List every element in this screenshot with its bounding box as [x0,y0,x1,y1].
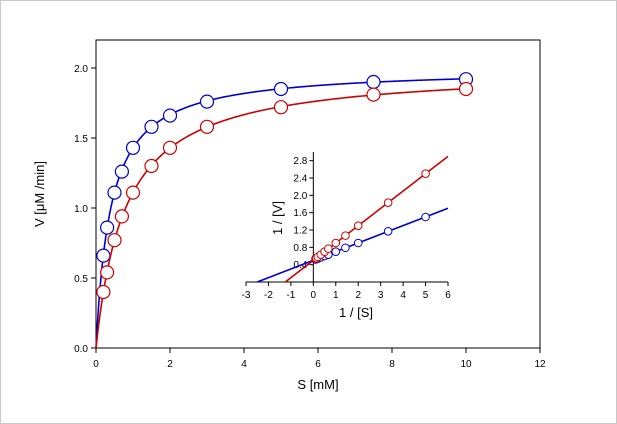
x-tick-label: 2 [167,359,173,370]
inset-series-fit-line [256,207,449,283]
main-x-axis-label: S [mM] [297,377,338,392]
data-point [144,158,159,174]
data-point [125,185,141,200]
main-y-axis-label: V [μM /min] [32,161,47,227]
data-point [273,81,289,97]
inset-x-tick-label: 5 [423,290,429,301]
data-point [199,94,215,109]
data-point [96,248,111,263]
x-tick-label: 0 [93,359,99,370]
inset-data-point [421,169,430,178]
data-point [144,119,159,134]
inset-data-point [341,243,350,253]
inset-y-tick-label: 0.8 [293,243,307,254]
inset-x-tick-label: -3 [242,290,251,301]
data-point [199,119,215,134]
x-tick-label: 8 [389,359,395,370]
inset-data-point [383,198,393,207]
data-point [125,140,141,155]
data-point [114,164,130,179]
x-tick-label: 6 [315,359,321,370]
inset-x-tick-label: 4 [400,290,406,301]
inset-y-tick-label: 1.6 [293,208,307,219]
inset-x-tick-label: 2 [355,290,361,301]
inset-y-tick-label: 2.4 [293,174,307,185]
inset-x-tick-label: -2 [264,290,273,301]
main-series-group [95,72,474,349]
main-axis-ticks: 0 2 4 6 8 10 120.00.51.01.52.0 [74,64,546,370]
data-point [366,74,381,90]
x-tick-label: 10 [460,359,472,370]
inset-y-tick-label: 2.0 [293,191,307,202]
inset-y-tick-label: 2.8 [293,156,307,167]
inset-series-group [256,155,449,283]
data-point [162,140,178,155]
data-point [273,100,289,115]
data-point [114,209,130,224]
y-tick-label: 0.5 [74,274,88,285]
inset-data-point [331,247,341,256]
inset-x-tick-label: 1 [333,290,339,301]
data-point [99,265,115,280]
inset-data-point [421,212,430,222]
data-point [107,233,122,248]
data-point [107,185,122,200]
inset-data-point [331,238,341,248]
inset-x-tick-label: 0 [311,290,317,301]
y-tick-label: 1.5 [74,134,88,145]
inset-x-tick-label: 3 [378,290,384,301]
inset-plot-area [246,152,448,282]
y-tick-label: 1.0 [74,204,88,215]
data-point [99,220,115,235]
inset-data-point [383,227,393,236]
inset-data-point [353,221,363,230]
inset-data-point [341,231,350,240]
data-point [162,108,178,123]
inset-x-tick-label: 6 [445,290,451,301]
inset-x-tick-label: -1 [286,290,295,301]
data-point [458,81,474,97]
data-point [366,87,381,102]
inset-y-tick-label: 1.2 [293,226,307,237]
inset-x-axis-label: 1 / [S] [339,305,373,320]
x-tick-label: 12 [534,359,546,370]
y-tick-label: 0.0 [74,344,88,355]
inset-y-axis-label: 1 / [V] [270,201,285,235]
inset-data-point [324,244,333,253]
inset-data-point [353,238,363,248]
x-tick-label: 4 [241,359,247,370]
y-tick-label: 2.0 [74,64,88,75]
data-point [96,284,111,300]
